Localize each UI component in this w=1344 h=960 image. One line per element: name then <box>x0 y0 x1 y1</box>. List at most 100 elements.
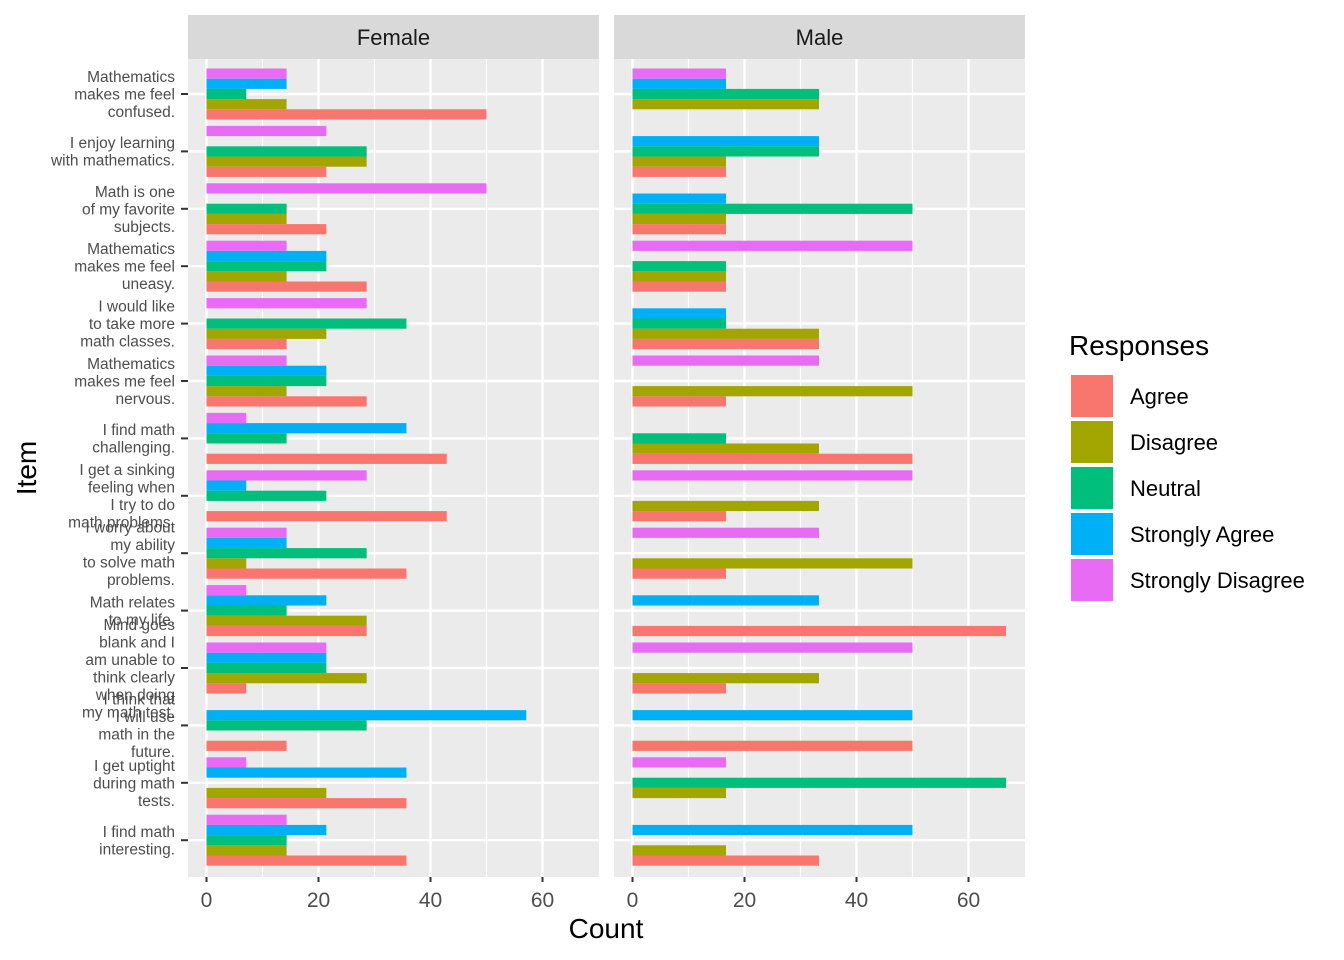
item-label-line: blank and I <box>99 634 175 651</box>
x-tick-label: 0 <box>201 889 213 912</box>
bar-female-uneasy-disagree <box>206 271 287 282</box>
bar-male-worry-agree <box>632 568 727 579</box>
bar-male-nervous-agree <box>632 396 727 407</box>
panels-layer: Female 0 20 40 60 Male 0 20 40 60 <box>188 15 1025 912</box>
item-label-line: with mathematics. <box>50 153 175 170</box>
bar-male-favorite-disagree <box>632 213 727 225</box>
bar-male-worry-disagree <box>632 558 913 569</box>
item-label-line: during math <box>93 775 175 792</box>
x-tick-label: 60 <box>957 889 980 912</box>
bar-male-sinking-agree <box>632 511 727 522</box>
x-tick-label: 40 <box>845 889 868 912</box>
bar-male-challenging-neutral <box>632 433 727 444</box>
bar-male-uneasy-strongly-disagree <box>632 240 913 251</box>
bar-female-sinking-neutral <box>206 490 327 501</box>
strip-background <box>614 15 1025 59</box>
item-label-line: math problems. <box>68 515 175 532</box>
bar-male-more_classes-strongly-agree <box>632 308 727 319</box>
bar-male-confused-neutral <box>632 88 819 100</box>
bar-female-nervous-strongly-agree <box>206 365 327 376</box>
bar-male-uneasy-neutral <box>632 261 727 272</box>
bar-female-relates-strongly-agree <box>206 595 327 606</box>
bar-female-worry-agree <box>206 568 407 579</box>
plot-background <box>188 59 599 877</box>
x-axis-title: Count <box>569 913 644 944</box>
item-label-nervous: Mathematics makes me feel nervous. <box>74 356 175 408</box>
bar-female-nervous-disagree <box>206 386 287 397</box>
item-label-line: Mathematics <box>87 356 175 373</box>
bar-female-nervous-agree <box>206 396 367 407</box>
bar-female-worry-neutral <box>206 548 367 559</box>
item-label-line: Math relates <box>90 594 176 611</box>
item-label-favorite: Math is one of my favorite subjects. <box>82 184 175 236</box>
strip-background <box>188 15 599 59</box>
bar-female-sinking-strongly-disagree <box>206 470 367 481</box>
bar-female-uneasy-neutral <box>206 261 327 272</box>
bar-female-uneasy-agree <box>206 281 367 292</box>
bar-female-sinking-strongly-agree <box>206 480 247 491</box>
item-label-line: I find math <box>103 422 175 439</box>
item-label-line: think clearly <box>93 669 175 686</box>
bar-female-enjoy-disagree <box>206 156 367 167</box>
item-label-use_future: I think that I will use math in the future. <box>98 692 175 762</box>
bar-female-challenging-neutral <box>206 433 287 444</box>
item-label-line: confused. <box>108 104 175 121</box>
item-label-line: to my life. <box>109 612 175 629</box>
bar-male-blank-disagree <box>632 673 819 684</box>
bar-female-interesting-disagree <box>206 845 287 856</box>
bar-female-enjoy-agree <box>206 166 327 177</box>
item-label-line: I worry about <box>85 519 175 536</box>
item-label-uptight: I get uptight during math tests. <box>93 758 176 810</box>
bar-male-more_classes-agree <box>632 338 819 350</box>
bar-male-confused-strongly-disagree <box>632 68 727 79</box>
bar-female-relates-disagree <box>206 615 367 626</box>
bar-male-favorite-strongly-agree <box>632 193 727 204</box>
bar-female-blank-strongly-disagree <box>206 642 327 653</box>
bar-female-challenging-strongly-agree <box>206 423 407 434</box>
bar-female-uptight-strongly-agree <box>206 767 407 778</box>
item-label-more_classes: I would like to take more math classes. <box>80 299 175 351</box>
bar-female-nervous-neutral <box>206 375 327 387</box>
bar-male-sinking-disagree <box>632 500 819 512</box>
bar-female-confused-disagree <box>206 99 287 110</box>
legend-label: Neutral <box>1130 476 1201 501</box>
x-tick-label: 0 <box>627 889 639 912</box>
bar-female-more_classes-strongly-disagree <box>206 298 367 309</box>
strip-label: Female <box>357 25 430 50</box>
bar-male-enjoy-strongly-agree <box>632 136 819 147</box>
bar-female-interesting-agree <box>206 855 407 866</box>
bar-male-worry-strongly-disagree <box>632 527 819 538</box>
bar-male-nervous-disagree <box>632 386 913 397</box>
bar-female-uptight-agree <box>206 798 407 809</box>
bar-female-worry-strongly-disagree <box>206 527 287 538</box>
item-label-line: I will use <box>116 709 175 726</box>
bar-female-more_classes-disagree <box>206 328 327 339</box>
item-label-line: Mathematics <box>87 69 175 86</box>
item-label-line: I enjoy learning <box>70 135 175 152</box>
item-label-line: math in the <box>98 727 175 744</box>
item-label-uneasy: Mathematics makes me feel uneasy. <box>74 241 175 293</box>
bar-male-uptight-strongly-disagree <box>632 757 727 768</box>
item-label-line: makes me feel <box>74 87 175 104</box>
bar-female-favorite-disagree <box>206 213 287 225</box>
item-label-line: my math test. <box>82 704 175 721</box>
item-label-relates: Math relates to my life. <box>90 594 176 629</box>
bar-female-favorite-neutral <box>206 203 287 214</box>
bar-male-enjoy-neutral <box>632 146 819 157</box>
item-label-line: I get uptight <box>94 758 176 775</box>
item-label-line: tests. <box>138 793 175 810</box>
item-label-line: Math is one <box>95 184 175 201</box>
item-label-worry: I worry about my ability to solve math prob… <box>83 519 176 589</box>
legend-swatch-strongly-disagree <box>1071 559 1113 601</box>
bar-female-interesting-neutral <box>206 835 287 846</box>
legend-label: Disagree <box>1130 430 1218 455</box>
item-label-line: makes me feel <box>74 259 175 276</box>
bar-male-uptight-neutral <box>632 777 1007 788</box>
bar-male-confused-disagree <box>632 99 819 110</box>
x-tick-label: 40 <box>419 889 442 912</box>
bar-male-more_classes-neutral <box>632 318 727 329</box>
item-label-line: Mind goes <box>103 617 175 634</box>
bar-female-uptight-disagree <box>206 787 327 799</box>
legend-label: Strongly Disagree <box>1130 568 1305 593</box>
